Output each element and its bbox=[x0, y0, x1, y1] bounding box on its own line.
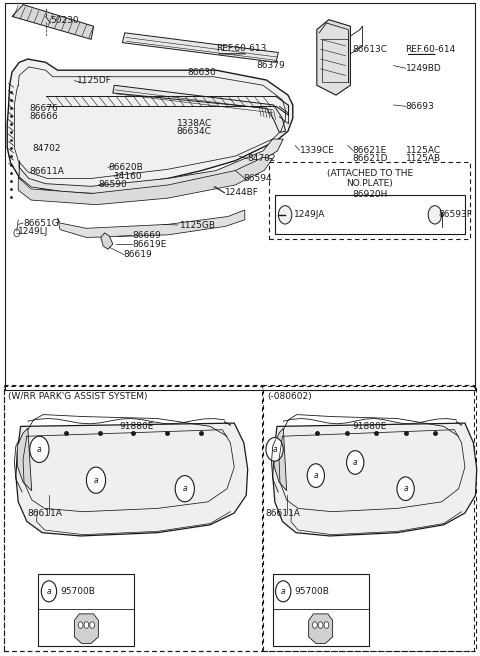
Text: 86920H: 86920H bbox=[352, 190, 387, 199]
Circle shape bbox=[14, 229, 20, 237]
Text: 86630: 86630 bbox=[187, 68, 216, 77]
Text: 84702: 84702 bbox=[247, 154, 276, 163]
Text: (W/RR PARK'G ASSIST SYSTEM): (W/RR PARK'G ASSIST SYSTEM) bbox=[8, 392, 147, 401]
Circle shape bbox=[278, 205, 292, 224]
Circle shape bbox=[86, 467, 106, 493]
Circle shape bbox=[318, 622, 323, 628]
Text: a: a bbox=[37, 445, 42, 454]
Text: 86611A: 86611A bbox=[30, 167, 65, 176]
Text: 86611A: 86611A bbox=[28, 509, 63, 518]
Text: a: a bbox=[313, 471, 318, 480]
Bar bbox=[4, 386, 476, 651]
Polygon shape bbox=[19, 139, 283, 194]
Text: 86611A: 86611A bbox=[265, 509, 300, 518]
Circle shape bbox=[312, 622, 317, 628]
Text: 86676: 86676 bbox=[30, 104, 59, 113]
Text: 1125GB: 1125GB bbox=[180, 220, 216, 230]
Text: 91880E: 91880E bbox=[353, 422, 387, 431]
Bar bbox=[275, 195, 465, 234]
Text: a: a bbox=[182, 484, 187, 493]
Text: 84702: 84702 bbox=[33, 144, 61, 153]
Polygon shape bbox=[274, 428, 287, 491]
Circle shape bbox=[347, 451, 364, 474]
Text: 95700B: 95700B bbox=[60, 587, 95, 596]
Polygon shape bbox=[58, 210, 245, 237]
Text: 86619E: 86619E bbox=[132, 239, 167, 249]
Text: 86593F: 86593F bbox=[438, 211, 472, 219]
Polygon shape bbox=[18, 157, 273, 205]
Text: 86669: 86669 bbox=[132, 231, 161, 240]
Text: 86613C: 86613C bbox=[353, 45, 388, 54]
Polygon shape bbox=[122, 33, 278, 62]
Polygon shape bbox=[16, 423, 248, 536]
Bar bbox=[273, 574, 369, 646]
Bar bbox=[5, 3, 475, 390]
Circle shape bbox=[78, 622, 83, 628]
Text: 1125DF: 1125DF bbox=[77, 76, 112, 85]
Text: 50230: 50230 bbox=[50, 16, 79, 26]
Text: 86621E: 86621E bbox=[353, 146, 387, 155]
Text: a: a bbox=[281, 587, 286, 596]
Text: 91880E: 91880E bbox=[119, 422, 154, 431]
Text: 1125AB: 1125AB bbox=[406, 154, 441, 163]
Polygon shape bbox=[17, 428, 32, 491]
Text: 86590: 86590 bbox=[98, 180, 127, 190]
Text: 86634C: 86634C bbox=[177, 127, 212, 136]
Circle shape bbox=[397, 477, 414, 501]
Text: 86619: 86619 bbox=[124, 250, 153, 259]
Text: a: a bbox=[403, 484, 408, 493]
Circle shape bbox=[307, 464, 324, 487]
Bar bbox=[38, 574, 134, 646]
Text: a: a bbox=[94, 476, 98, 485]
Bar bbox=[4, 385, 262, 651]
Circle shape bbox=[41, 581, 57, 602]
Text: 86666: 86666 bbox=[30, 112, 59, 121]
Text: 1249LJ: 1249LJ bbox=[18, 227, 48, 236]
Text: (-080602): (-080602) bbox=[267, 392, 312, 401]
Text: 86621D: 86621D bbox=[353, 154, 388, 163]
Polygon shape bbox=[74, 614, 98, 644]
Text: 86379: 86379 bbox=[257, 61, 286, 70]
Polygon shape bbox=[317, 20, 350, 95]
Polygon shape bbox=[113, 85, 286, 133]
Text: REF.60-613: REF.60-613 bbox=[216, 44, 266, 53]
Text: a: a bbox=[272, 445, 277, 454]
Circle shape bbox=[30, 436, 49, 462]
Circle shape bbox=[276, 581, 291, 602]
Text: 14160: 14160 bbox=[114, 172, 143, 181]
Circle shape bbox=[324, 622, 329, 628]
Polygon shape bbox=[7, 59, 293, 190]
Text: 86693: 86693 bbox=[406, 102, 434, 111]
Bar bbox=[269, 162, 470, 239]
Polygon shape bbox=[309, 614, 333, 644]
Text: 86651G: 86651G bbox=[23, 218, 59, 228]
Circle shape bbox=[428, 205, 442, 224]
Polygon shape bbox=[12, 5, 94, 39]
Bar bbox=[322, 39, 348, 82]
Text: 1339CE: 1339CE bbox=[300, 146, 335, 155]
Text: 1244BF: 1244BF bbox=[225, 188, 259, 197]
Text: (ATTACHED TO THE: (ATTACHED TO THE bbox=[326, 169, 413, 178]
Circle shape bbox=[84, 622, 89, 628]
Text: a: a bbox=[353, 458, 358, 467]
Text: REF.60-614: REF.60-614 bbox=[406, 45, 456, 54]
Circle shape bbox=[175, 476, 194, 502]
Text: 1249JA: 1249JA bbox=[294, 211, 325, 219]
Text: NO.PLATE): NO.PLATE) bbox=[346, 179, 393, 188]
Circle shape bbox=[266, 438, 283, 461]
Bar bbox=[263, 385, 474, 651]
Text: a: a bbox=[47, 587, 51, 596]
Text: 1125AC: 1125AC bbox=[406, 146, 441, 155]
Polygon shape bbox=[273, 423, 477, 536]
Text: 1338AC: 1338AC bbox=[177, 119, 212, 128]
Text: 1249BD: 1249BD bbox=[406, 64, 441, 73]
Text: 86594: 86594 bbox=[244, 174, 273, 183]
Text: 86620B: 86620B bbox=[108, 163, 143, 172]
Text: 95700B: 95700B bbox=[294, 587, 329, 596]
Polygon shape bbox=[101, 233, 113, 249]
Circle shape bbox=[90, 622, 95, 628]
